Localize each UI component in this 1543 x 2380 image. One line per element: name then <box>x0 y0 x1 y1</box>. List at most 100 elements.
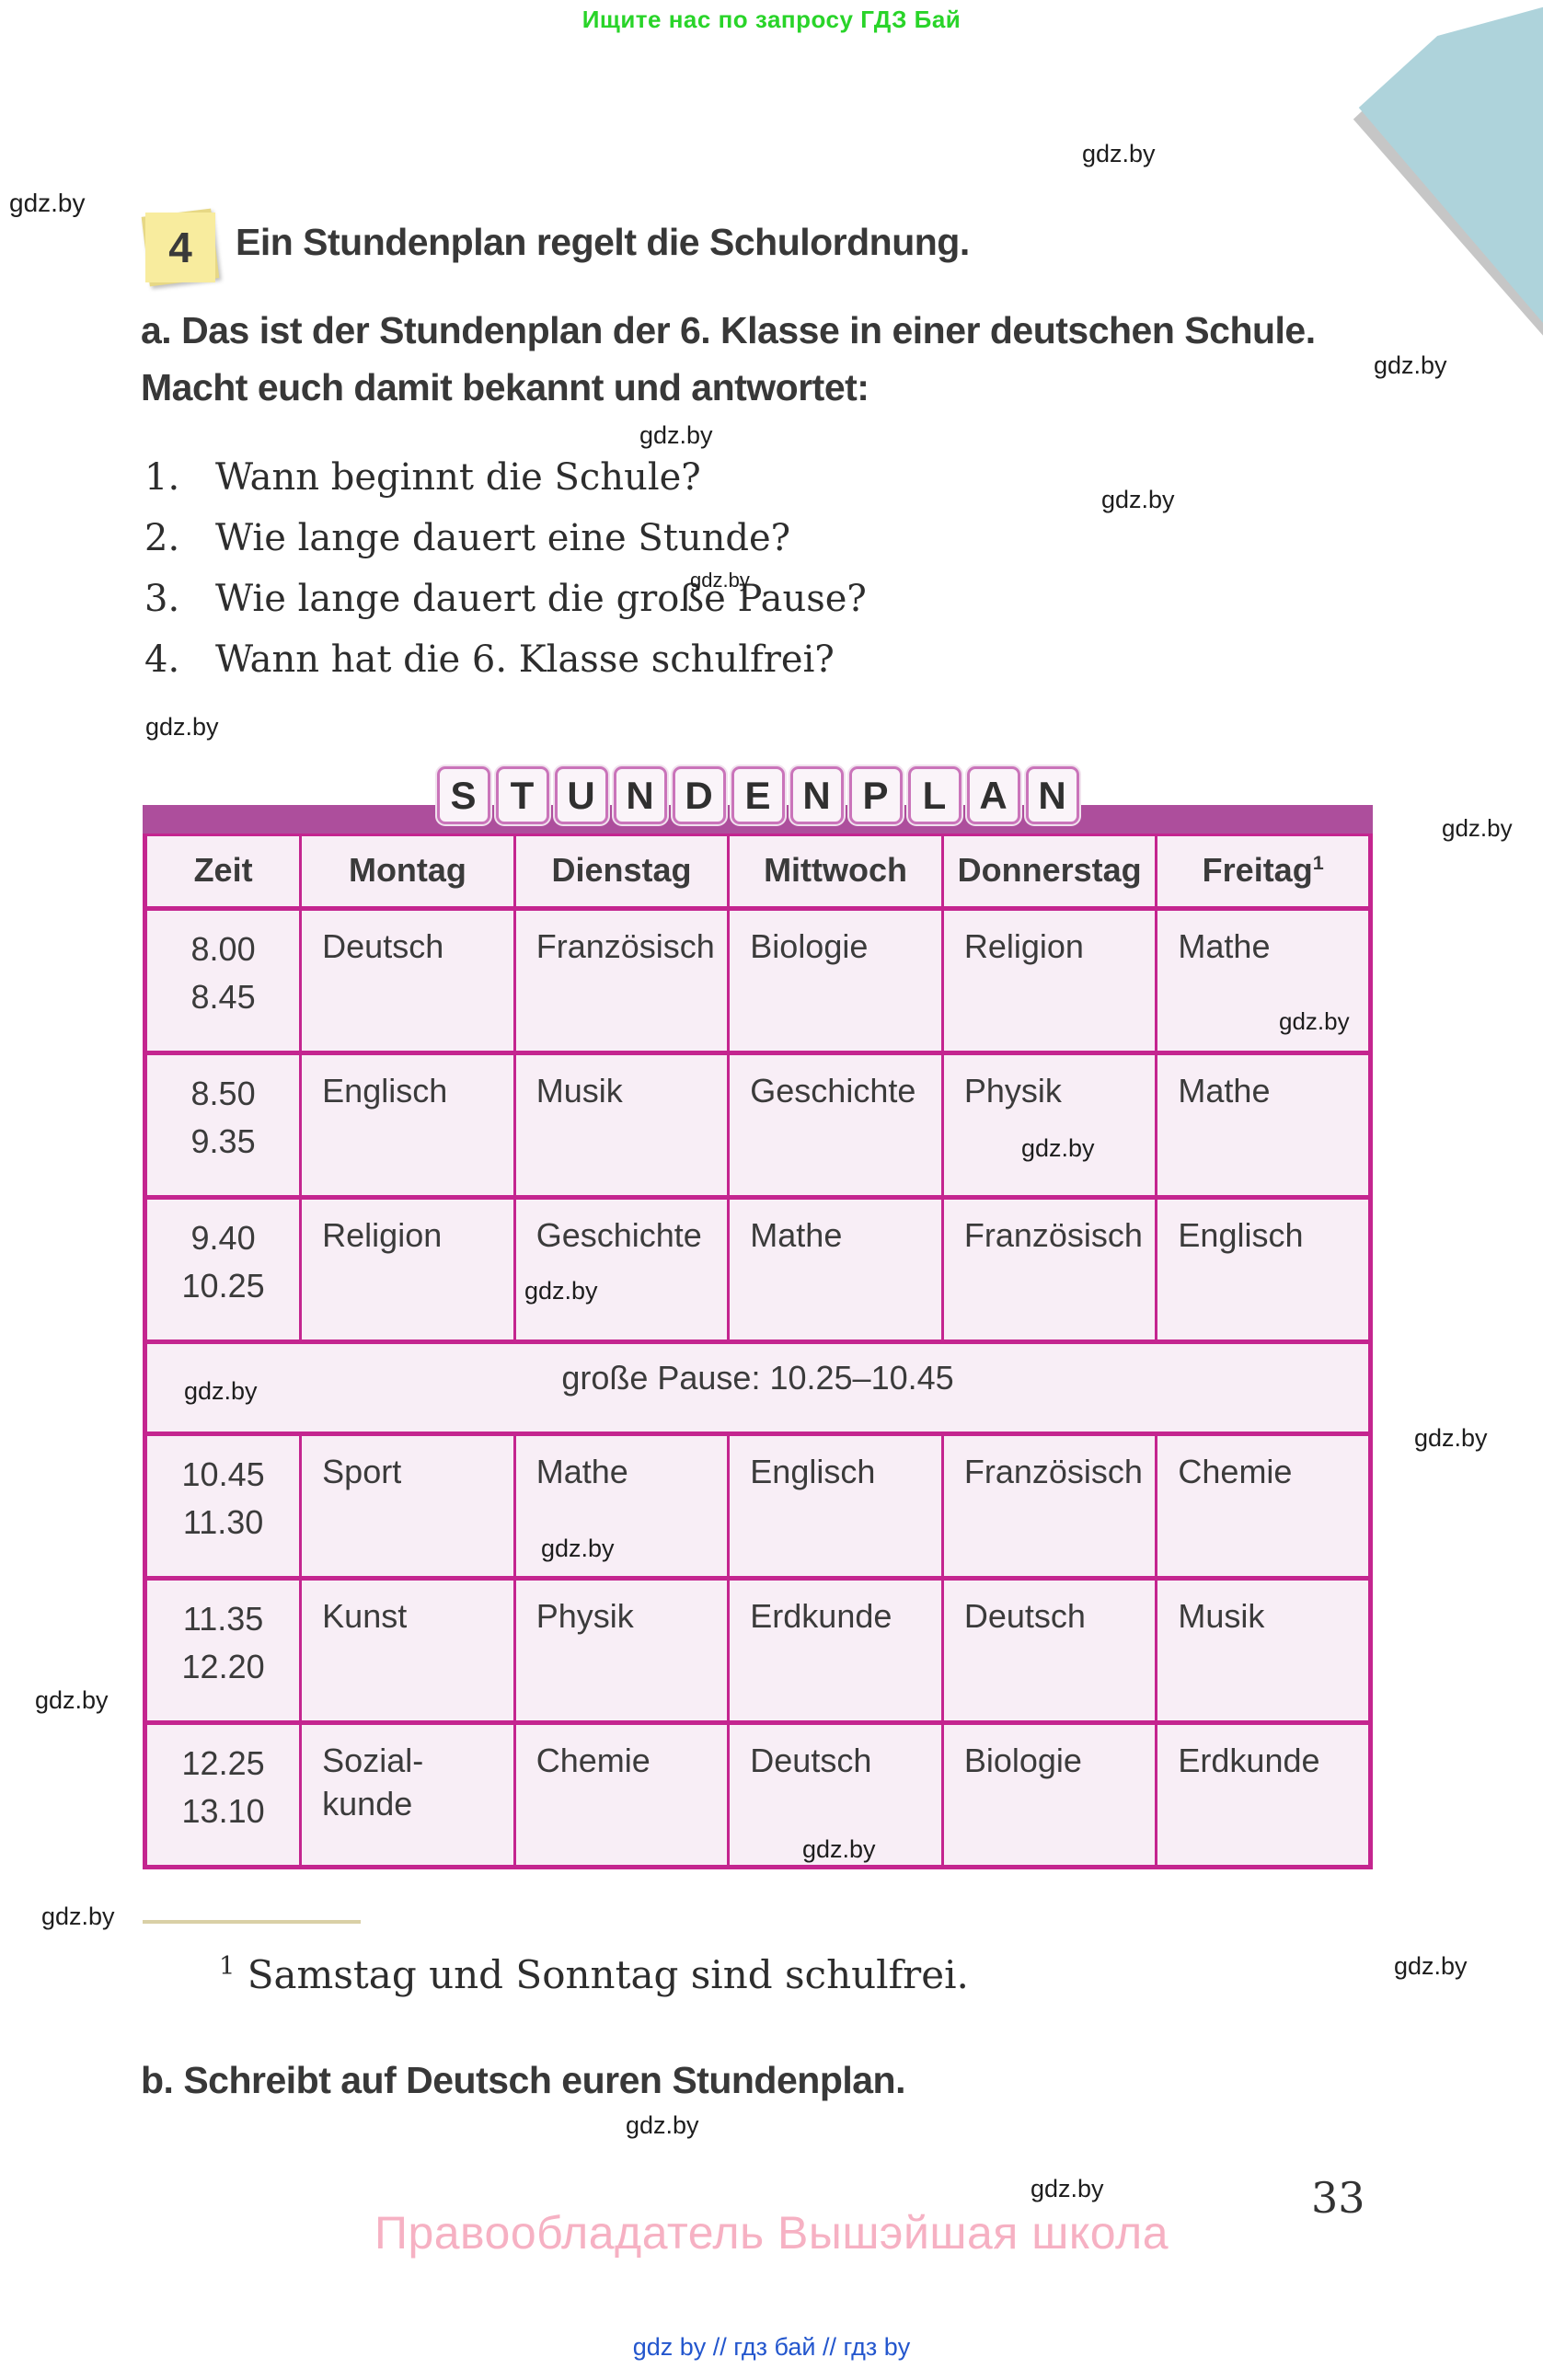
letter-tile: L <box>907 766 961 824</box>
gdz-watermark: gdz.by <box>524 1277 598 1305</box>
question-number: 2. <box>144 517 180 559</box>
part-b-instruction: b. Schreibt auf Deutsch euren Stundenpla… <box>141 2059 906 2101</box>
subject-cell: Deutsch <box>940 1577 1158 1724</box>
time-cell: 11.35 12.20 <box>143 1577 303 1724</box>
letter-tile: A <box>966 766 1020 824</box>
subject-cell: Geschichte <box>727 1052 944 1199</box>
subject-cell: Mathe <box>512 1432 731 1580</box>
col-header-dienstag: Dienstag <box>512 834 731 910</box>
col-header-freitag: Freitag1 <box>1155 834 1372 910</box>
subject-cell: Englisch <box>727 1432 944 1580</box>
letter-tile: U <box>554 766 608 824</box>
gdz-watermark: gdz.by <box>1021 1134 1095 1162</box>
question-text: Wie lange dauert die große Pause? <box>215 578 867 620</box>
time-cell: 8.50 9.35 <box>143 1052 303 1199</box>
pause-row: große Pause: 10.25–10.45 <box>144 1340 1372 1435</box>
gdz-watermark: gdz.by <box>1442 814 1513 842</box>
footnote-marker: 1 <box>219 1952 236 1981</box>
time-cell: 10.45 11.30 <box>143 1432 303 1580</box>
letter-tile: N <box>613 766 667 824</box>
subject-cell: Chemie <box>512 1721 731 1868</box>
letter-tile: S <box>436 766 490 824</box>
gdz-watermark: gdz.by <box>690 569 750 592</box>
question-number: 3. <box>144 578 180 620</box>
exercise-number: 4 <box>145 213 215 282</box>
timetable-row: 11.35 12.20 Kunst Physik Erdkunde Deutsch Mus… <box>143 1577 1372 1724</box>
header-footnote-marker: 1 <box>1312 851 1324 874</box>
gdz-watermark: gdz.by <box>802 1835 876 1863</box>
subject-cell: Französisch <box>512 907 731 1054</box>
subject-cell: Chemie <box>1155 1432 1372 1580</box>
question-number: 4. <box>144 638 180 681</box>
gdz-watermark: gdz.by <box>1279 1007 1350 1035</box>
subject-cell: Deutsch <box>299 907 516 1054</box>
subject-cell: Englisch <box>299 1052 516 1199</box>
question-text: Wie lange dauert eine Stunde? <box>215 517 791 559</box>
time-cell: 8.00 8.45 <box>143 907 303 1054</box>
pause-cell: große Pause: 10.25–10.45 <box>144 1340 1372 1435</box>
letter-tile: N <box>789 766 844 824</box>
subject-cell: Französisch <box>940 1196 1158 1343</box>
subject-cell: Musik <box>1155 1577 1372 1724</box>
exercise-number-badge: 4 <box>141 208 220 287</box>
col-header-montag: Montag <box>299 834 516 910</box>
footnote: 1 Samstag und Sonntag sind schulfrei. <box>219 1952 969 1997</box>
time-cell: 9.40 10.25 <box>143 1196 303 1343</box>
question-item-3: 3. Wie lange dauert die große Pause? <box>144 578 867 638</box>
footnote-divider <box>143 1920 361 1924</box>
timetable-row: 10.45 11.30 Sport Mathe Englisch Französisch… <box>143 1432 1372 1580</box>
subject-cell: Erdkunde <box>1155 1721 1372 1868</box>
gdz-watermark: gdz.by <box>41 1903 115 1930</box>
gdz-watermark: gdz.by <box>639 421 713 449</box>
subject-cell: Kunst <box>299 1577 516 1724</box>
subject-cell: Sport <box>299 1432 516 1580</box>
question-number: 1. <box>144 456 180 499</box>
question-item-2: 2. Wie lange dauert eine Stunde? <box>144 517 867 578</box>
footnote-text: Samstag und Sonntag sind schulfrei. <box>247 1952 969 1997</box>
exercise-title: Ein Stundenplan regelt die Schulordnung. <box>236 221 970 263</box>
gdz-watermark: gdz.by <box>1394 1952 1468 1980</box>
subject-cell: Musik <box>512 1052 731 1199</box>
subject-cell: Deutsch <box>727 1721 944 1868</box>
letter-tile: P <box>848 766 903 824</box>
timetable-row: 8.50 9.35 Englisch Musik Geschichte Physik Ma… <box>143 1052 1372 1199</box>
page-number: 33 <box>1311 2173 1365 2223</box>
gdz-watermark: gdz.by <box>626 2111 699 2139</box>
subject-cell: Mathe <box>1155 907 1372 1054</box>
promo-banner: Ищите нас по запросу ГДЗ Бай <box>582 6 961 33</box>
copyright-line: Правообладатель Вышэйшая школа <box>374 2207 1169 2259</box>
gdz-watermark: gdz.by <box>1082 140 1156 167</box>
letter-tile: D <box>672 766 726 824</box>
subject-cell: Biologie <box>727 907 944 1054</box>
col-header-donnerstag: Donnerstag <box>940 834 1158 910</box>
subject-cell: Mathe <box>727 1196 944 1343</box>
timetable-header-row: Zeit Montag Dienstag Mittwoch Donnerstag Frei… <box>143 834 1372 910</box>
subject-cell: Geschichte <box>512 1196 731 1343</box>
letter-tile: N <box>1025 766 1079 824</box>
gdz-watermark: gdz.by <box>145 713 219 741</box>
letter-tile: E <box>731 766 785 824</box>
subject-cell: Biologie <box>940 1721 1158 1868</box>
footer-links[interactable]: gdz by // гдз бай // гдз by <box>632 2333 911 2361</box>
subject-cell: Religion <box>299 1196 516 1343</box>
gdz-watermark: gdz.by <box>184 1377 258 1405</box>
subject-cell: Französisch <box>940 1432 1158 1580</box>
letter-tile: T <box>495 766 549 824</box>
col-header-mittwoch: Mittwoch <box>727 834 944 910</box>
gdz-watermark: gdz.by <box>35 1686 109 1714</box>
gdz-watermark: gdz.by <box>1414 1424 1488 1452</box>
gdz-watermark: gdz.by <box>541 1535 615 1562</box>
subject-cell: Physik <box>512 1577 731 1724</box>
timetable-row: 12.25 13.10 Sozial- kunde Chemie Deutsch Bio… <box>143 1721 1372 1868</box>
timetable-row: 8.00 8.45 Deutsch Französisch Biologie Relig… <box>143 907 1372 1054</box>
question-text: Wann beginnt die Schule? <box>215 456 701 499</box>
gdz-watermark: gdz.by <box>1101 486 1175 513</box>
subject-cell: Sozial- kunde <box>299 1721 516 1868</box>
subject-cell: Religion <box>940 907 1158 1054</box>
part-a-instruction: a. Das ist der Stundenplan der 6. Klasse… <box>141 309 1316 409</box>
timetable-row: 9.40 10.25 Religion Geschichte Mathe Französ… <box>143 1196 1372 1343</box>
subject-cell: Englisch <box>1155 1196 1372 1343</box>
